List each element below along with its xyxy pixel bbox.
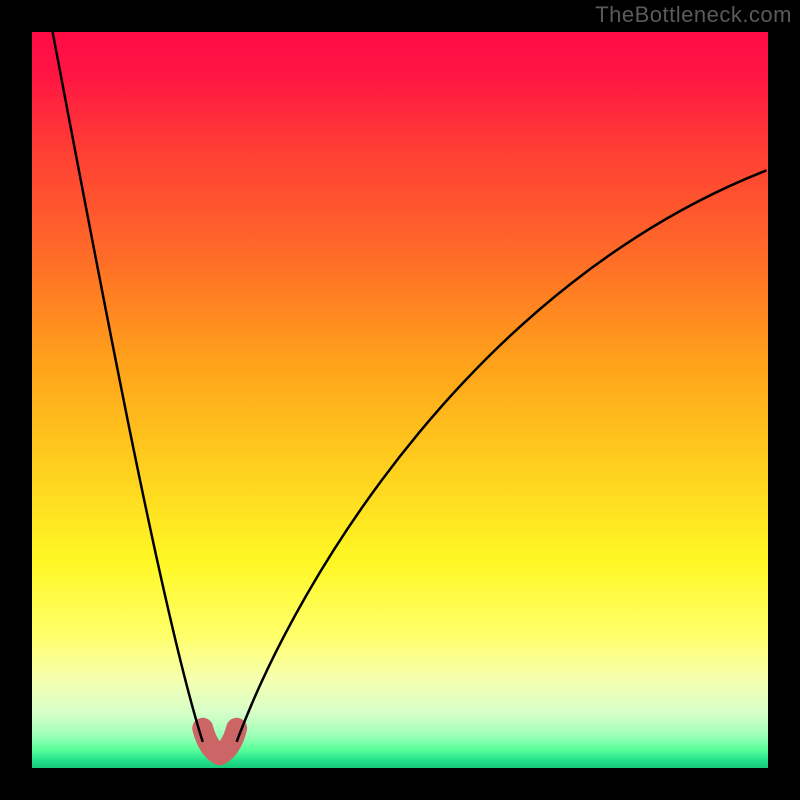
chart-svg bbox=[0, 0, 800, 800]
bottleneck-chart: TheBottleneck.com bbox=[0, 0, 800, 800]
watermark-text: TheBottleneck.com bbox=[595, 2, 792, 28]
plot-background bbox=[32, 32, 768, 768]
